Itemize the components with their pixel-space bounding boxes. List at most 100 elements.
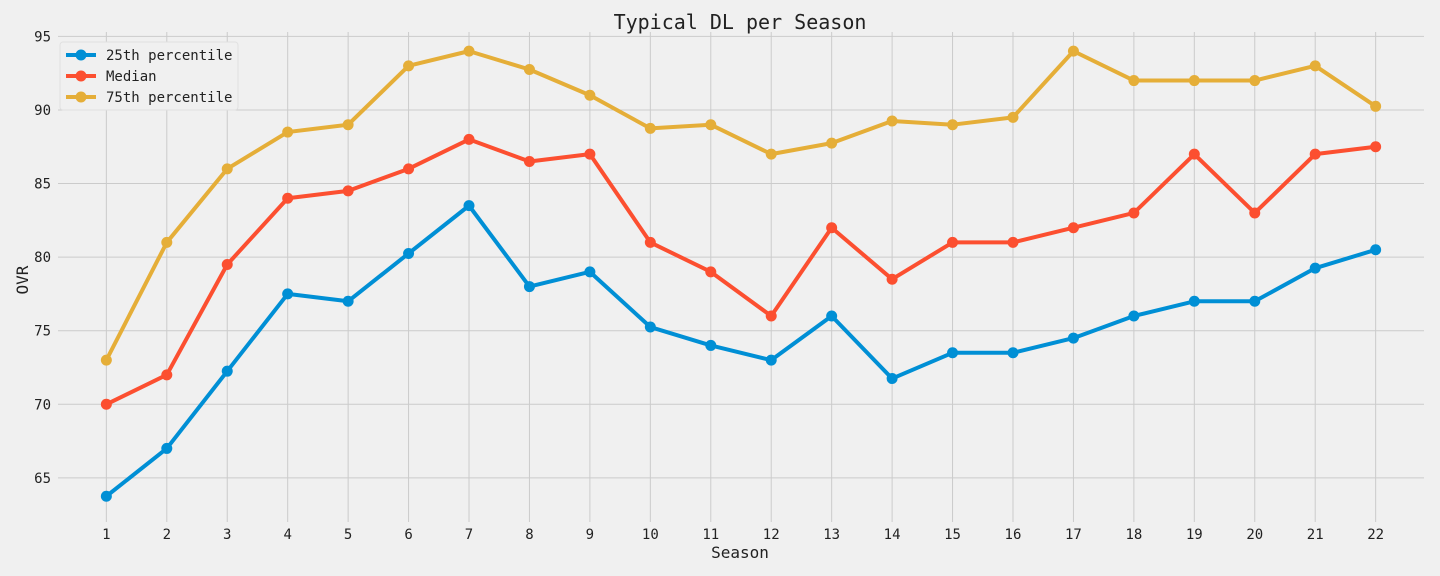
legend-swatch-marker	[75, 91, 87, 103]
legend: 25th percentile Median 75th percentile	[59, 41, 239, 111]
x-tick-label: 2	[163, 527, 171, 543]
data-point	[1128, 310, 1140, 322]
data-point	[584, 89, 596, 101]
data-point	[282, 126, 294, 138]
data-point	[523, 64, 535, 76]
tick-labels: 1 2 3 4 5 6 7 8 9 10 11 12 13 14 15 16 17 18 19 20 21 2265707…	[34, 29, 1384, 543]
data-point	[403, 247, 415, 259]
x-tick-label: 20	[1246, 527, 1263, 543]
data-point	[100, 490, 112, 502]
data-point	[1007, 347, 1019, 359]
chart-title: Typical DL per Season	[614, 10, 867, 34]
x-tick-label: 4	[283, 527, 291, 543]
data-point	[463, 45, 475, 57]
data-point	[584, 266, 596, 278]
data-point	[100, 354, 112, 366]
data-point	[1249, 207, 1261, 219]
series-line	[104, 137, 1378, 407]
series-group	[100, 133, 1382, 410]
data-point	[1007, 236, 1019, 248]
data-point	[705, 119, 717, 131]
data-point	[1309, 262, 1321, 274]
data-point	[1249, 75, 1261, 87]
y-tick-label: 85	[34, 177, 51, 193]
series-layer	[100, 45, 1382, 502]
data-point	[705, 266, 717, 278]
legend-label: 75th percentile	[106, 90, 232, 106]
data-point	[1370, 100, 1382, 112]
legend-label: Median	[106, 69, 157, 85]
x-tick-label: 17	[1065, 527, 1082, 543]
data-point	[161, 442, 173, 454]
x-tick-label: 6	[404, 527, 412, 543]
data-point	[1309, 60, 1321, 72]
data-point	[1128, 207, 1140, 219]
data-point	[342, 119, 354, 131]
x-tick-label: 22	[1367, 527, 1384, 543]
data-point	[1067, 332, 1079, 344]
data-point	[947, 347, 959, 359]
data-point	[403, 60, 415, 72]
data-point	[1188, 75, 1200, 87]
data-point	[282, 288, 294, 300]
data-point	[221, 365, 233, 377]
data-point	[1249, 295, 1261, 307]
x-tick-label: 12	[763, 527, 780, 543]
data-point	[947, 236, 959, 248]
series-group	[100, 45, 1382, 366]
data-point	[1188, 148, 1200, 160]
data-point	[705, 339, 717, 351]
data-point	[1188, 295, 1200, 307]
data-point	[1067, 45, 1079, 57]
x-tick-label: 8	[525, 527, 533, 543]
data-point	[1309, 148, 1321, 160]
data-point	[1370, 141, 1382, 153]
data-point	[100, 398, 112, 410]
x-tick-label: 9	[586, 527, 594, 543]
data-point	[947, 119, 959, 131]
data-point	[1128, 75, 1140, 87]
x-tick-label: 21	[1307, 527, 1324, 543]
data-point	[342, 295, 354, 307]
legend-label: 25th percentile	[106, 48, 232, 64]
data-point	[765, 310, 777, 322]
data-point	[282, 192, 294, 204]
data-point	[886, 273, 898, 285]
data-point	[1370, 244, 1382, 256]
y-tick-label: 95	[34, 29, 51, 45]
y-tick-label: 75	[34, 324, 51, 340]
data-point	[886, 115, 898, 127]
data-point	[221, 163, 233, 175]
data-point	[584, 148, 596, 160]
grid	[58, 32, 1424, 522]
x-tick-label: 1	[102, 527, 110, 543]
data-point	[826, 222, 838, 234]
x-tick-label: 15	[944, 527, 961, 543]
data-point	[765, 354, 777, 366]
legend-swatch-marker	[75, 49, 87, 61]
data-point	[644, 236, 656, 248]
x-tick-label: 10	[642, 527, 659, 543]
data-point	[765, 148, 777, 160]
series-line	[104, 203, 1378, 499]
data-point	[161, 369, 173, 381]
x-tick-label: 7	[465, 527, 473, 543]
legend-swatch-marker	[75, 70, 87, 82]
x-tick-label: 13	[823, 527, 840, 543]
data-point	[161, 236, 173, 248]
data-point	[523, 281, 535, 293]
series-line	[104, 49, 1378, 363]
x-tick-label: 19	[1186, 527, 1203, 543]
x-tick-label: 14	[884, 527, 901, 543]
data-point	[221, 258, 233, 270]
x-tick-label: 3	[223, 527, 231, 543]
y-tick-label: 80	[34, 250, 51, 266]
y-tick-label: 65	[34, 471, 51, 487]
data-point	[463, 133, 475, 145]
data-point	[1067, 222, 1079, 234]
data-point	[1007, 111, 1019, 123]
data-point	[523, 155, 535, 167]
data-point	[463, 200, 475, 212]
x-tick-label: 11	[702, 527, 719, 543]
